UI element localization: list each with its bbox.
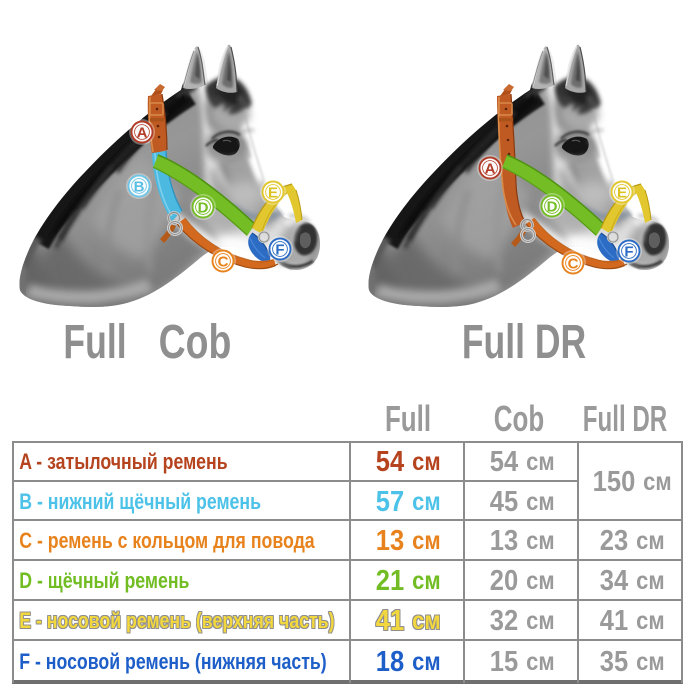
svg-text:F: F (275, 241, 284, 258)
svg-text:C: C (568, 255, 579, 272)
svg-text:E: E (268, 184, 278, 201)
svg-text:C: C (218, 253, 229, 270)
svg-text:B: B (134, 178, 145, 195)
svg-text:D: D (198, 199, 209, 216)
svg-text:D: D (547, 198, 558, 215)
svg-text:A: A (137, 124, 148, 141)
svg-text:E: E (617, 184, 627, 201)
svg-text:F: F (624, 243, 633, 260)
svg-text:A: A (485, 160, 496, 177)
